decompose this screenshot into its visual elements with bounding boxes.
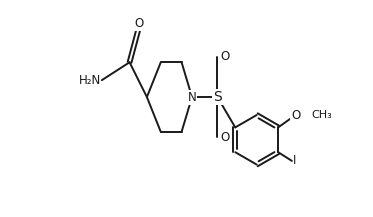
Text: O: O (221, 50, 230, 63)
Text: I: I (293, 154, 296, 167)
Text: H₂N: H₂N (78, 74, 101, 87)
Text: O: O (291, 108, 300, 122)
Text: N: N (188, 90, 196, 104)
Text: O: O (135, 17, 144, 30)
Text: S: S (213, 90, 222, 104)
Text: CH₃: CH₃ (312, 110, 332, 120)
Text: O: O (221, 132, 230, 144)
